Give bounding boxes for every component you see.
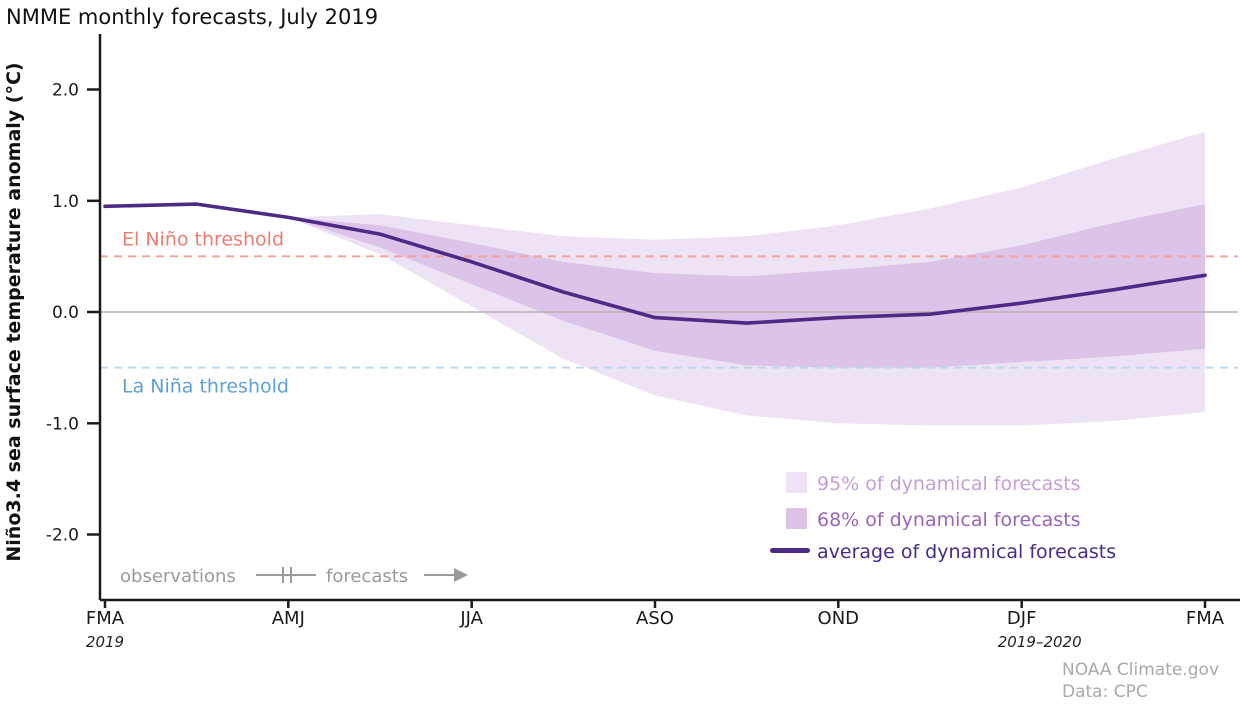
obs-forecast-annotation: observations forecasts: [120, 566, 468, 587]
y-tick-label: -2.0: [46, 526, 79, 546]
x-tick-label: FMA: [1186, 608, 1225, 629]
y-tick-label: -1.0: [46, 414, 79, 434]
observations-label: observations: [120, 566, 236, 587]
y-tick-label: 2.0: [52, 81, 79, 101]
legend-label-95: 95% of dynamical forecasts: [817, 473, 1081, 495]
legend-swatch-95: [786, 472, 807, 493]
legend: 95% of dynamical forecasts 68% of dynami…: [770, 472, 1116, 563]
x-tick-label: OND: [818, 608, 860, 629]
chart-title: NMME monthly forecasts, July 2019: [6, 5, 378, 29]
credit-source: NOAA Climate.gov: [1062, 660, 1219, 680]
legend-swatch-average: [770, 548, 810, 553]
y-tick-label: 0.0: [52, 303, 79, 323]
band-68: [288, 204, 1205, 368]
x-tick-label: AMJ: [272, 608, 305, 629]
x-tick-label: FMA: [86, 608, 125, 629]
x-tick-label: DJF: [1007, 608, 1037, 629]
x-ticks: FMA AMJ JJA ASO OND DJF FMA 2019 2019–2020: [86, 600, 1225, 651]
credit-data: Data: CPC: [1062, 682, 1148, 702]
forecasts-label: forecasts: [326, 566, 408, 587]
y-axis-label: Niño3.4 sea surface temperature anomaly …: [3, 62, 25, 561]
legend-label-average: average of dynamical forecasts: [817, 541, 1116, 563]
x-tick-sublabel: 2019: [86, 633, 124, 651]
average-forecast-line: [103, 202, 1207, 325]
x-tick-label: JJA: [459, 608, 483, 629]
legend-swatch-68: [786, 508, 807, 529]
el-nino-threshold-label: El Niño threshold: [122, 228, 284, 250]
forecast-arrow-head: [454, 568, 468, 582]
la-nina-threshold-label: La Niña threshold: [122, 376, 289, 398]
x-tick-sublabel: 2019–2020: [998, 633, 1082, 651]
x-tick-label: ASO: [636, 608, 674, 629]
y-ticks: 2.0 1.0 0.0 -1.0 -2.0: [46, 81, 100, 546]
y-tick-label: 1.0: [52, 192, 79, 212]
legend-label-68: 68% of dynamical forecasts: [817, 509, 1081, 531]
